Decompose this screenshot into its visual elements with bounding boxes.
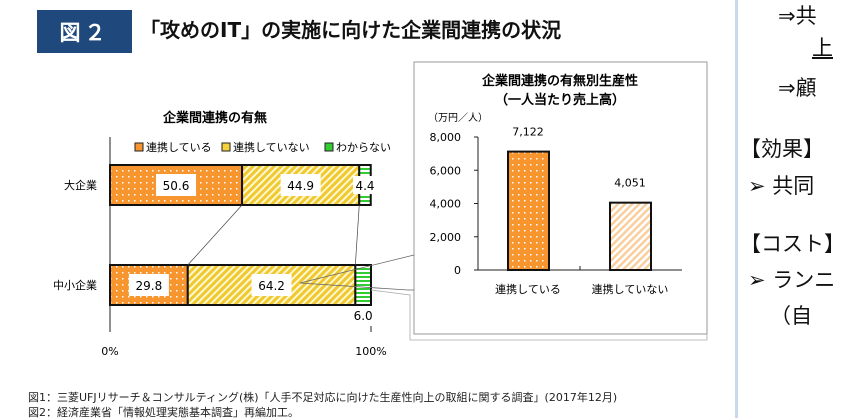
footnote-2: 図2：経済産業省「情報処理実態基本調査」再編加工。	[28, 406, 299, 419]
y-tick-label: 4,000	[430, 198, 462, 211]
bar-segment	[354, 264, 372, 306]
category-label: 連携している	[495, 282, 561, 296]
data-label-bg	[280, 174, 321, 196]
category-label: 中小企業	[53, 278, 97, 292]
callout-line	[299, 254, 415, 284]
side-text-line: ➢ ランニ	[748, 268, 836, 292]
data-label-bg	[128, 274, 169, 296]
chart-subtitle: （一人当たり売上高）	[495, 92, 625, 108]
legend-swatch	[134, 142, 144, 152]
bar-segment	[241, 164, 361, 206]
legend-swatch	[324, 142, 334, 152]
y-tick-label: 6,000	[430, 164, 462, 177]
data-label: 29.8	[136, 279, 163, 293]
category-label: 連携していない	[592, 282, 669, 296]
side-text-line: 【コスト】	[740, 232, 841, 256]
figure-badge: 図２	[37, 10, 132, 53]
y-tick-label: 0	[454, 264, 461, 277]
divider	[735, 0, 738, 418]
legend-label: 連携している	[146, 140, 212, 154]
data-label-bg	[156, 174, 197, 196]
legend-label: わからない	[336, 141, 391, 154]
page-title: 「攻めのIT」の実施に向けた企業間連携の状況	[140, 18, 562, 42]
footnote-1: 図1：三菱UFJリサーチ＆コンサルティング(株)「人手不足対応に向けた生産性向上…	[28, 391, 618, 404]
bar	[507, 150, 550, 272]
legend-swatch	[221, 142, 231, 152]
bar	[609, 201, 652, 272]
y-axis-unit: （万円／人）	[428, 112, 488, 124]
data-label: 4.4	[355, 179, 374, 193]
y-tick-label: 8,000	[430, 131, 462, 144]
x-tick-label: 0%	[101, 345, 118, 358]
side-text-line: 上	[812, 36, 833, 60]
category-label: 大企業	[64, 178, 97, 192]
data-label: 50.6	[163, 179, 190, 193]
connector-line	[354, 204, 360, 266]
y-tick-label: 2,000	[430, 231, 462, 244]
callout-line	[299, 282, 414, 291]
side-text-line: 【効果】	[740, 137, 824, 161]
side-text-line: ➢ 共同	[748, 174, 815, 198]
data-label: 44.9	[287, 179, 314, 193]
data-label: 7,122	[512, 126, 544, 139]
bar-segment	[109, 264, 189, 306]
data-label-bg	[251, 274, 292, 296]
connector-line	[187, 204, 243, 266]
side-text-line: （自	[770, 304, 812, 328]
x-tick-label: 100%	[355, 345, 386, 358]
legend-label: 連携していない	[233, 140, 310, 154]
data-label: 6.0	[354, 309, 373, 323]
side-text-line: ⇒顧	[778, 76, 817, 100]
chart-title: 企業間連携の有無	[162, 110, 267, 126]
data-label: 4,051	[614, 177, 646, 190]
data-label-bg	[352, 176, 377, 194]
data-label: 64.2	[258, 279, 285, 293]
callout-frame	[370, 289, 708, 341]
inset-box	[413, 61, 708, 335]
chart-title: 企業間連携の有無別生産性	[481, 73, 638, 89]
side-text-line: ⇒共	[778, 4, 817, 28]
